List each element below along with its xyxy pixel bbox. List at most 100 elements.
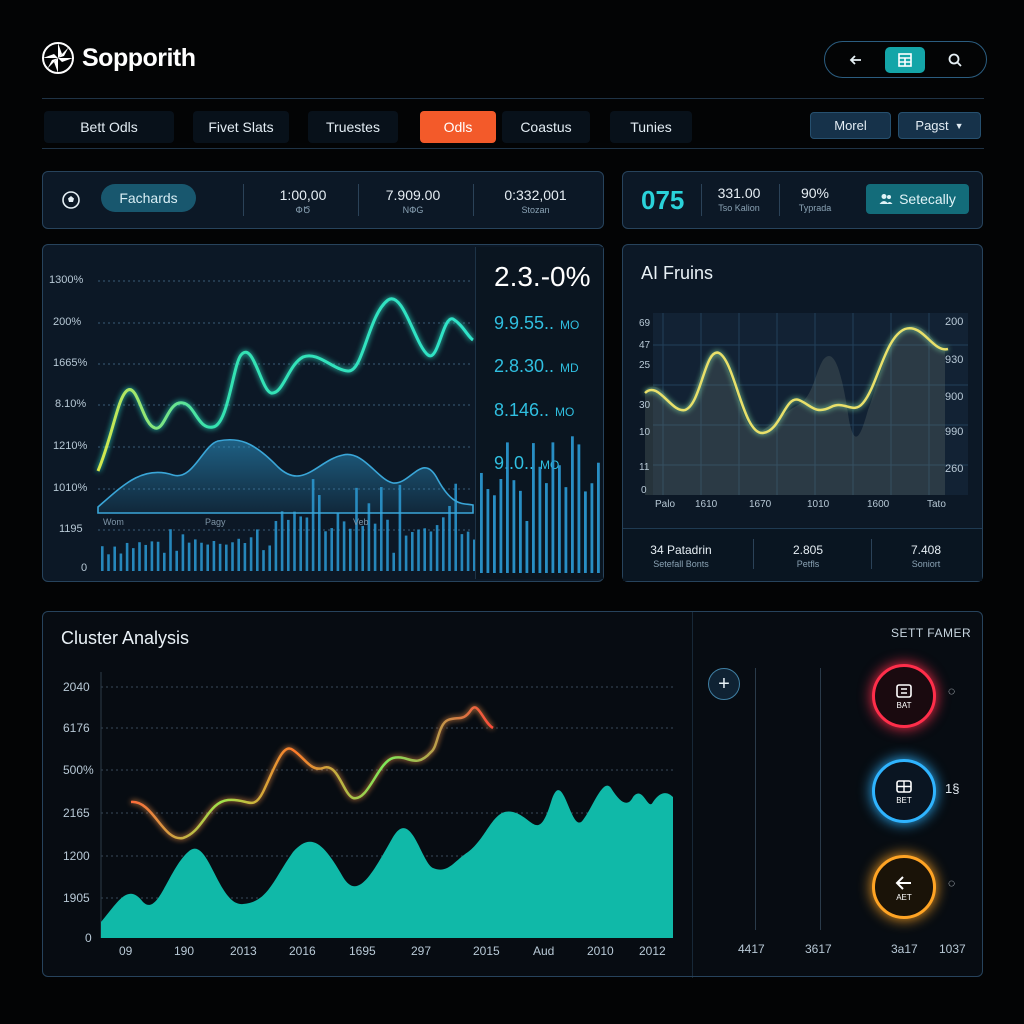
x-axis-label: 1010 (807, 499, 830, 510)
volume-bar (249, 537, 253, 571)
volume-bar (274, 521, 278, 571)
stat-item: 331.00 Tso Kalion (707, 185, 771, 213)
line-series (96, 297, 474, 472)
volume-bar (392, 552, 395, 571)
volume-bar (380, 487, 383, 571)
divider (779, 184, 780, 216)
volume-bar (311, 479, 315, 571)
morel-button[interactable]: Morel (810, 112, 891, 139)
y-axis-label: 500% (63, 763, 94, 777)
volume-bar (150, 541, 154, 571)
ring-label: BAT (896, 700, 912, 710)
ring-side-text: ◌ (948, 684, 956, 698)
divider (753, 539, 754, 569)
y-axis-label: 1195 (59, 523, 83, 535)
x-axis-label: 2016 (289, 944, 316, 958)
fachards-pill[interactable]: Fachards (101, 184, 196, 212)
stats-bar-right: 075 331.00 Tso Kalion 90% Typrada Seteca… (622, 171, 983, 229)
bet-ring-orange[interactable]: AET (872, 855, 936, 919)
ring-label: AET (896, 892, 912, 902)
x-axis-label: 1695 (349, 944, 376, 958)
tab-tunies[interactable]: Tunies (610, 111, 692, 143)
stat-value: 1:00,00 (279, 187, 327, 203)
volume-bar (398, 484, 402, 571)
y-axis-label: 1200 (63, 849, 90, 863)
tab-bett-odls[interactable]: Bett Odls (44, 111, 174, 143)
bet-panel-title: SETT FAMER (891, 626, 972, 640)
volume-bar (361, 525, 364, 571)
volume-bar (125, 542, 129, 571)
cluster-line-series (130, 706, 494, 840)
y-axis-label: 69 (639, 318, 651, 329)
y-axis-label: 10 (639, 427, 651, 438)
setecally-label: Setecally (899, 191, 956, 207)
x-axis-label: 190 (174, 944, 195, 958)
volume-bar (206, 544, 209, 571)
x-axis-label: Palo (655, 499, 676, 510)
stat-value: 34 Patadrin (650, 543, 712, 557)
volume-bar (119, 553, 123, 571)
y-axis-label: 1300% (49, 274, 84, 286)
search-button[interactable] (935, 47, 975, 73)
pagst-dropdown[interactable]: Pagst ▼ (898, 112, 981, 139)
value-text: 9..0.. (494, 453, 535, 473)
volume-bar (212, 541, 216, 571)
footer-stat: 2.805 Petfls (763, 543, 853, 569)
y-axis-label-right: 930 (945, 354, 964, 366)
volume-bar (417, 529, 420, 571)
overlay-bar (532, 443, 535, 573)
stat-label: NՓG (402, 205, 424, 215)
y-axis-label-right: 260 (945, 463, 964, 475)
overlay-bar (525, 520, 529, 573)
tab-fivet-slats[interactable]: Fivet Slats (193, 111, 289, 143)
overlay-bar (590, 483, 594, 573)
overlay-bar (486, 489, 490, 573)
tab-truestes[interactable]: Truestes (308, 111, 398, 143)
y-axis-label: 30 (639, 400, 651, 411)
volume-bar (367, 503, 371, 571)
volume-bar (411, 532, 414, 571)
main-chart (96, 280, 476, 571)
big-stat-value: 075 (641, 185, 685, 215)
x-axis-label: Veb (353, 517, 369, 527)
tab-coastus[interactable]: Coastus (502, 111, 590, 143)
x-axis-label: 2010 (587, 944, 614, 958)
x-axis-label: 1670 (749, 499, 772, 510)
stat-label: Stozan (521, 205, 550, 215)
overlay-bar (545, 483, 548, 573)
volume-bar (466, 531, 470, 571)
volume-bar (218, 543, 222, 571)
volume-bar (262, 550, 265, 571)
bet-ring-blue[interactable]: BET (872, 759, 936, 823)
x-axis-label: 2013 (230, 944, 257, 958)
volume-bar (404, 535, 408, 571)
back-button[interactable] (836, 47, 876, 73)
overlay-bar (493, 495, 496, 573)
x-axis-label: Tato (927, 499, 946, 510)
y-axis-label: 1010% (53, 482, 88, 494)
x-axis-label: 297 (411, 944, 432, 958)
stat-value: 0:332,001 (504, 187, 567, 203)
volume-bar (225, 544, 228, 571)
x-axis-label: 2015 (473, 944, 500, 958)
overlay-bar (577, 444, 581, 573)
volume-bar (324, 531, 327, 571)
bet-ring-red[interactable]: BAT (872, 664, 936, 728)
stat-label: Typrada (798, 203, 832, 213)
main-chart-panel: 1300% 200% 1665% 8.10% 1210% 1010% 1195 … (42, 244, 604, 582)
setecally-button[interactable]: Setecally (866, 184, 969, 214)
bottom-value: 3617 (805, 942, 832, 956)
add-button[interactable]: + (708, 668, 740, 700)
volume-bar (101, 546, 104, 571)
overlay-bar (512, 480, 516, 573)
y-axis-label: 0 (641, 485, 647, 496)
stat-label: Setefall Bonts (653, 559, 709, 569)
cluster-area-series (101, 785, 673, 938)
divider (820, 668, 821, 930)
divider (243, 184, 244, 216)
volume-bar (355, 487, 358, 571)
grid-view-button[interactable] (885, 46, 926, 73)
overlay-bar (480, 472, 483, 573)
tab-odls[interactable]: Odls (420, 111, 496, 143)
app-logo: Sopporith (40, 40, 196, 76)
